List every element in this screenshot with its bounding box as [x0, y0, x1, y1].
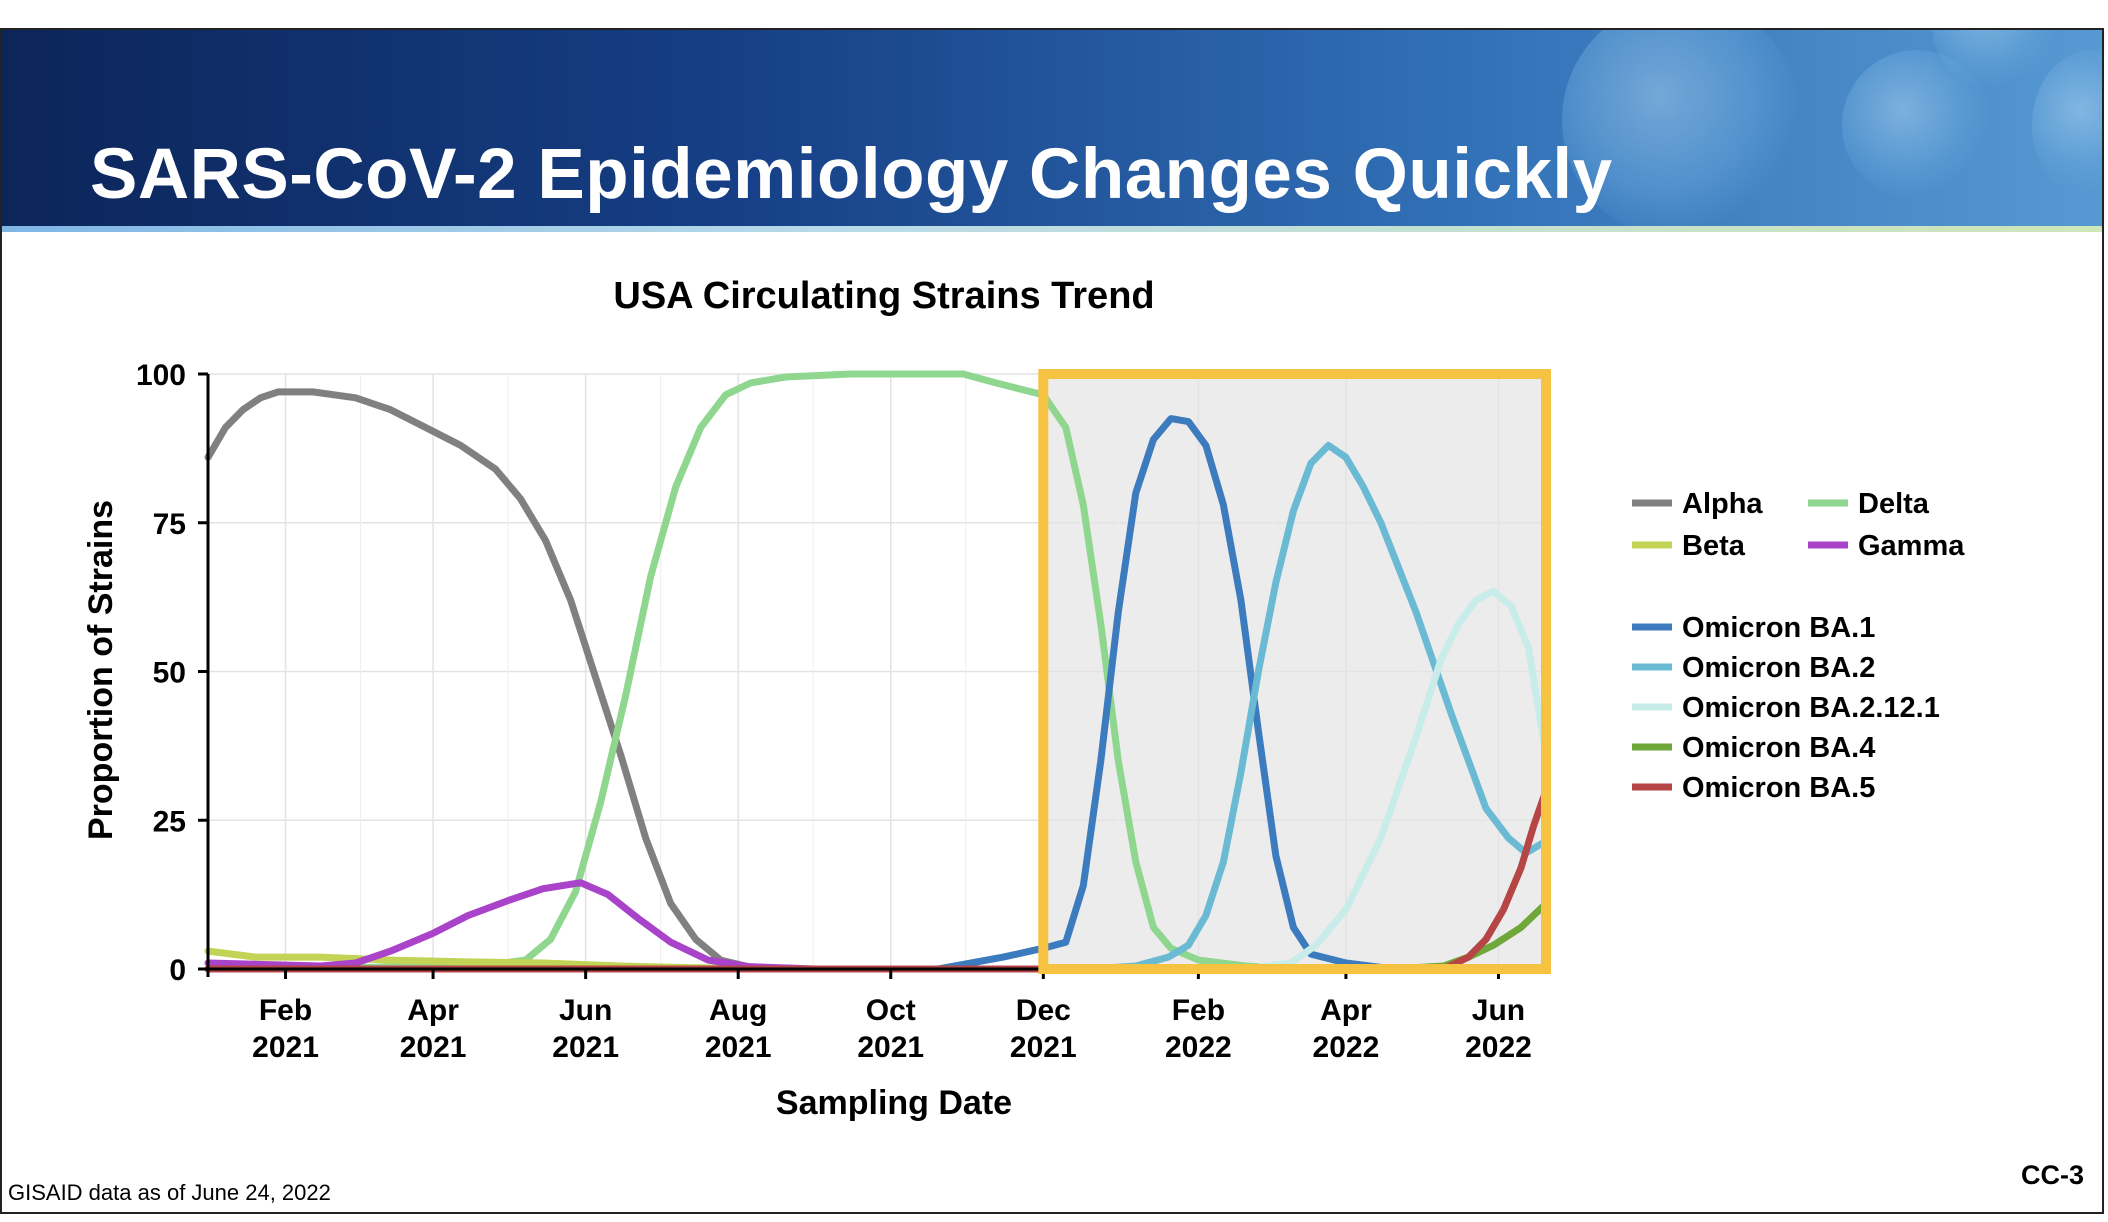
x-tick-label-month: Apr [407, 994, 459, 1027]
x-tick-label-year: 2021 [705, 1031, 772, 1064]
legend-label: Beta [1682, 530, 1746, 562]
title-banner: SARS-CoV-2 Epidemiology Changes Quickly [2, 30, 2102, 226]
legend-label: Omicron BA.2.12.1 [1682, 692, 1940, 724]
footnote: GISAID data as of June 24, 2022 [8, 1180, 331, 1205]
y-tick-label: 25 [153, 805, 186, 838]
x-tick-label-year: 2021 [252, 1031, 319, 1064]
y-tick-label: 75 [153, 508, 186, 541]
series-line-omicron-ba-1 [204, 415, 1397, 973]
x-tick-label-year: 2021 [857, 1031, 924, 1064]
legend-label: Gamma [1858, 530, 1965, 562]
legend-label: Delta [1858, 488, 1930, 520]
x-tick-label-year: 2021 [400, 1031, 467, 1064]
x-tick-label-year: 2022 [1165, 1031, 1232, 1064]
coronavirus-graphic [1842, 50, 1992, 200]
series-line-delta [204, 370, 1295, 973]
x-tick-label-year: 2021 [1010, 1031, 1077, 1064]
legend-label: Omicron BA.2 [1682, 652, 1875, 684]
coronavirus-graphic [1562, 30, 1802, 226]
plot-area: 0 25 50 75 100 Feb 2021 Apr 2021 Jun 2021 Aug 2021 Oc… [136, 359, 1551, 1064]
x-tick-label-month: Feb [1172, 994, 1225, 1027]
slide: SARS-CoV-2 Epidemiology Changes Quickly [0, 28, 2104, 1214]
x-axis-title: Sampling Date [776, 1084, 1012, 1122]
y-tick-label: 0 [169, 954, 186, 987]
legend-label: Omicron BA.4 [1682, 732, 1875, 764]
page-title: SARS-CoV-2 Epidemiology Changes Quickly [90, 135, 1613, 214]
series-line-alpha [204, 388, 790, 973]
series-line-gamma [204, 879, 820, 973]
chart-title: USA Circulating Strains Trend [613, 275, 1154, 317]
x-tick-label-month: Dec [1016, 994, 1071, 1027]
x-tick-label-month: Jun [1472, 994, 1525, 1027]
x-tick-label-year: 2021 [552, 1031, 619, 1064]
x-tick-label-month: Aug [709, 994, 767, 1027]
legend-label: Omicron BA.1 [1682, 612, 1875, 644]
x-tick-label-year: 2022 [1465, 1031, 1532, 1064]
x-tick-label-year: 2022 [1313, 1031, 1380, 1064]
x-tick-label-month: Jun [559, 994, 612, 1027]
series-line-omicron-ba-2 [204, 441, 1550, 973]
series-line-omicron-ba-2-12-1 [204, 587, 1550, 973]
y-tick-label: 100 [136, 359, 186, 392]
y-tick-label: 50 [153, 657, 186, 690]
banner-divider [2, 226, 2102, 232]
legend-label: Alpha [1682, 488, 1763, 520]
x-tick-label-month: Feb [259, 994, 312, 1027]
x-tick-label-month: Apr [1320, 994, 1372, 1027]
slide-id: CC-3 [2020, 1160, 2084, 1190]
legend-label: Omicron BA.5 [1682, 772, 1875, 804]
legend: Alpha Delta Beta Gamma Omicron BA.1 Omicron B… [1632, 488, 1965, 804]
y-axis-title: Proportion of Strains [82, 500, 120, 840]
highlight-box [1038, 369, 1551, 974]
x-tick-label-month: Oct [866, 994, 916, 1027]
